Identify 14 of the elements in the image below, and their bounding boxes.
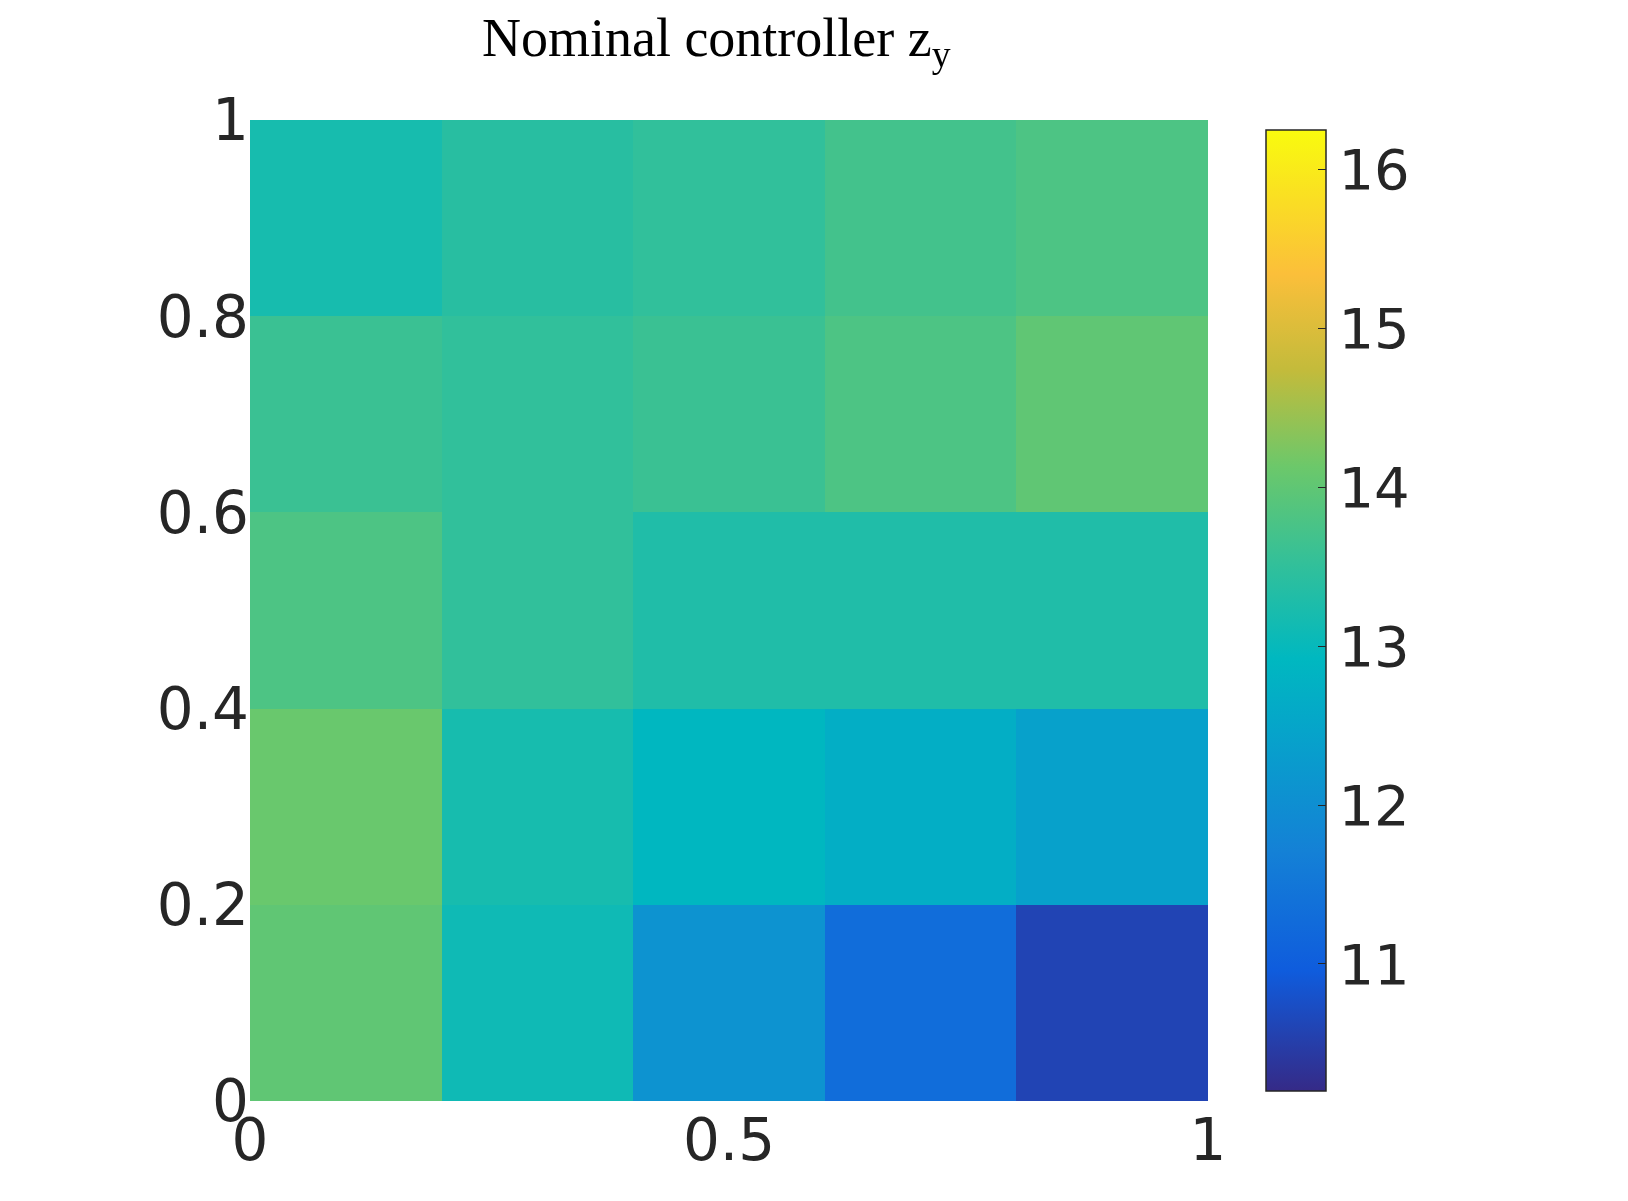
color-bar-label: 11 xyxy=(1338,931,1410,997)
x-tick-label: 1 xyxy=(1189,1106,1227,1174)
y-tick-label: 0.6 xyxy=(156,478,249,547)
y-tick-label: 0.8 xyxy=(156,282,249,351)
y-tick-label: 1 xyxy=(212,86,249,155)
color-bar-label: 13 xyxy=(1338,613,1410,679)
y-tick-label: 0.4 xyxy=(156,674,249,743)
color-bar-label: 15 xyxy=(1338,296,1410,362)
color-bar-label: 16 xyxy=(1338,137,1410,203)
chart-title: Nominal controller z$_{y}$ xyxy=(481,7,951,76)
x-tick-label: 0.5 xyxy=(682,1106,776,1174)
color-bar-label: 14 xyxy=(1338,455,1410,520)
color-bar-label: 12 xyxy=(1338,772,1410,838)
y-tick-label: 0.2 xyxy=(156,871,249,940)
